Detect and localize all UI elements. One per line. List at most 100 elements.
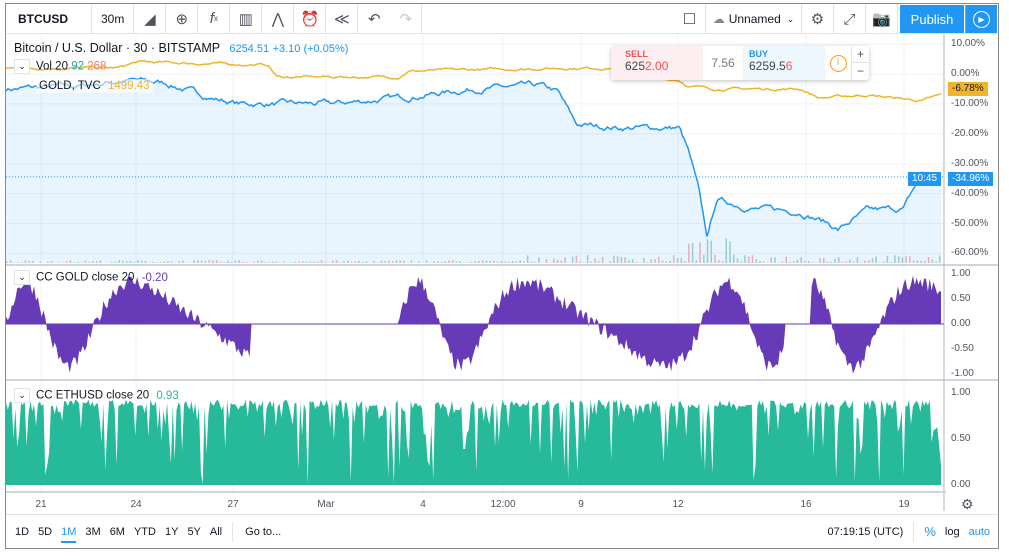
compare-icon[interactable]: ⊕ (166, 3, 199, 34)
volume-bar (819, 258, 821, 263)
volume-bar (88, 261, 90, 263)
volume-bar (628, 260, 630, 263)
volume-bar (515, 261, 518, 263)
range-6m[interactable]: 6M (109, 525, 125, 538)
redo-icon[interactable]: ↷ (390, 3, 423, 34)
volume-bar (245, 261, 248, 263)
volume-bar (298, 261, 300, 263)
goto-button[interactable]: Go to... (245, 525, 282, 538)
volume-bar (114, 261, 117, 263)
volume-bar (511, 261, 514, 263)
sell-label: SELL (625, 49, 649, 59)
volume-bar (350, 261, 353, 263)
volume-bar (444, 261, 446, 263)
volume-bar (852, 261, 855, 263)
volume-bar (481, 260, 484, 263)
volume-bar (234, 260, 237, 263)
volume-bar (718, 260, 720, 263)
alert-icon[interactable]: ⋀ (262, 3, 295, 34)
volume-bar (320, 260, 323, 263)
range-1m[interactable]: 1M (61, 525, 77, 543)
percent-toggle[interactable]: % (924, 524, 936, 539)
info-icon[interactable]: i (825, 46, 851, 80)
gear-icon[interactable]: ⚙ (802, 4, 834, 34)
volume-bar (864, 260, 866, 263)
volume-bar (219, 261, 222, 263)
interval-button[interactable]: 30m (92, 3, 135, 34)
pane3-tick: 0.00 (951, 479, 971, 490)
volume-bar (283, 261, 285, 263)
collapse-chevron-icon[interactable]: ⌄ (14, 270, 30, 285)
fullscreen-icon[interactable]: ⤢ (834, 4, 866, 34)
settings-gear-icon[interactable]: ⚙ (961, 496, 974, 512)
range-1d[interactable]: 1D (15, 525, 30, 538)
volume-bar (455, 261, 458, 263)
countdown-tag: 10:45 (908, 171, 942, 186)
fullscreen-rect-icon[interactable]: ☐ (674, 4, 706, 34)
auto-toggle[interactable]: auto (968, 525, 990, 538)
volume-bar (170, 261, 173, 263)
camera-icon[interactable]: 📷 (866, 4, 898, 34)
templates-icon[interactable]: ▥ (230, 3, 263, 34)
symbol-search[interactable]: BTCUSD (6, 3, 92, 34)
price-tick: -40.00% (951, 187, 989, 199)
undo-icon[interactable]: ↶ (368, 10, 381, 28)
pane3-value: 0.93 (156, 389, 179, 402)
volume-bar (347, 260, 349, 263)
layout-menu[interactable]: ☁ Unnamed ⌄ (706, 4, 802, 34)
bar-style-icon[interactable]: ◢ (134, 3, 167, 34)
plus-button[interactable]: + (856, 47, 864, 61)
collapse-chevron-icon[interactable]: ⌄ (14, 59, 30, 74)
range-all[interactable]: All (209, 525, 223, 538)
volume-bar (163, 261, 165, 263)
chevron-down-icon: ⌄ (786, 13, 795, 24)
price-tick: -30.00% (951, 157, 989, 169)
time-tick: Mar (317, 499, 335, 510)
volume-bar (575, 255, 578, 263)
publish-button[interactable]: Publish (900, 5, 964, 33)
volume-bar (871, 258, 874, 263)
spread: 7.56 (711, 56, 735, 70)
volume-bar (807, 261, 810, 263)
volume-bar (227, 260, 229, 263)
chart-canvas[interactable] (6, 4, 998, 550)
volume-bar (275, 261, 278, 263)
volume-bar (9, 260, 12, 263)
volume-bar (845, 261, 847, 263)
volume-bar (530, 261, 533, 263)
vol-value-b: 268 (87, 60, 107, 73)
volume-bar (684, 260, 686, 263)
range-5d[interactable]: 5D (38, 525, 53, 538)
volume-bar (20, 262, 23, 263)
replay-icon[interactable]: ≪ (326, 3, 359, 34)
volume-bar (403, 260, 405, 263)
clock[interactable]: 07:19:15 (UTC) (827, 525, 904, 538)
range-ytd[interactable]: YTD (133, 525, 156, 538)
volume-bar (654, 259, 656, 263)
buy-button[interactable]: BUY 6259.56 (743, 46, 825, 80)
time-axis[interactable]: 21 24 27 Mar 4 12:00 9 12 16 19 (6, 491, 946, 511)
volume-bar (665, 261, 668, 263)
volume-bar (849, 259, 851, 263)
range-1y[interactable]: 1Y (164, 525, 179, 538)
volume-bar (523, 261, 525, 263)
minus-button[interactable]: − (852, 62, 869, 79)
alarm-icon[interactable]: ⏰ (294, 3, 327, 34)
play-button[interactable]: ▶ (965, 5, 997, 33)
volume-bar (579, 261, 581, 263)
volume-bar (886, 255, 889, 263)
volume-bar (792, 261, 795, 263)
volume-bar (774, 257, 776, 263)
range-3m[interactable]: 3M (85, 525, 101, 538)
log-toggle[interactable]: log (944, 525, 960, 538)
volume-bar (601, 256, 604, 263)
price-tick: -60.00% (951, 247, 989, 259)
collapse-chevron-icon[interactable]: ⌄ (14, 388, 30, 403)
range-5y[interactable]: 5Y (187, 525, 201, 538)
volume-bar (84, 260, 87, 263)
volume-bar (92, 261, 94, 263)
sell-button[interactable]: SELL 6252.00 (611, 46, 703, 80)
volume-bar (748, 256, 750, 263)
volume-bar (478, 260, 480, 263)
